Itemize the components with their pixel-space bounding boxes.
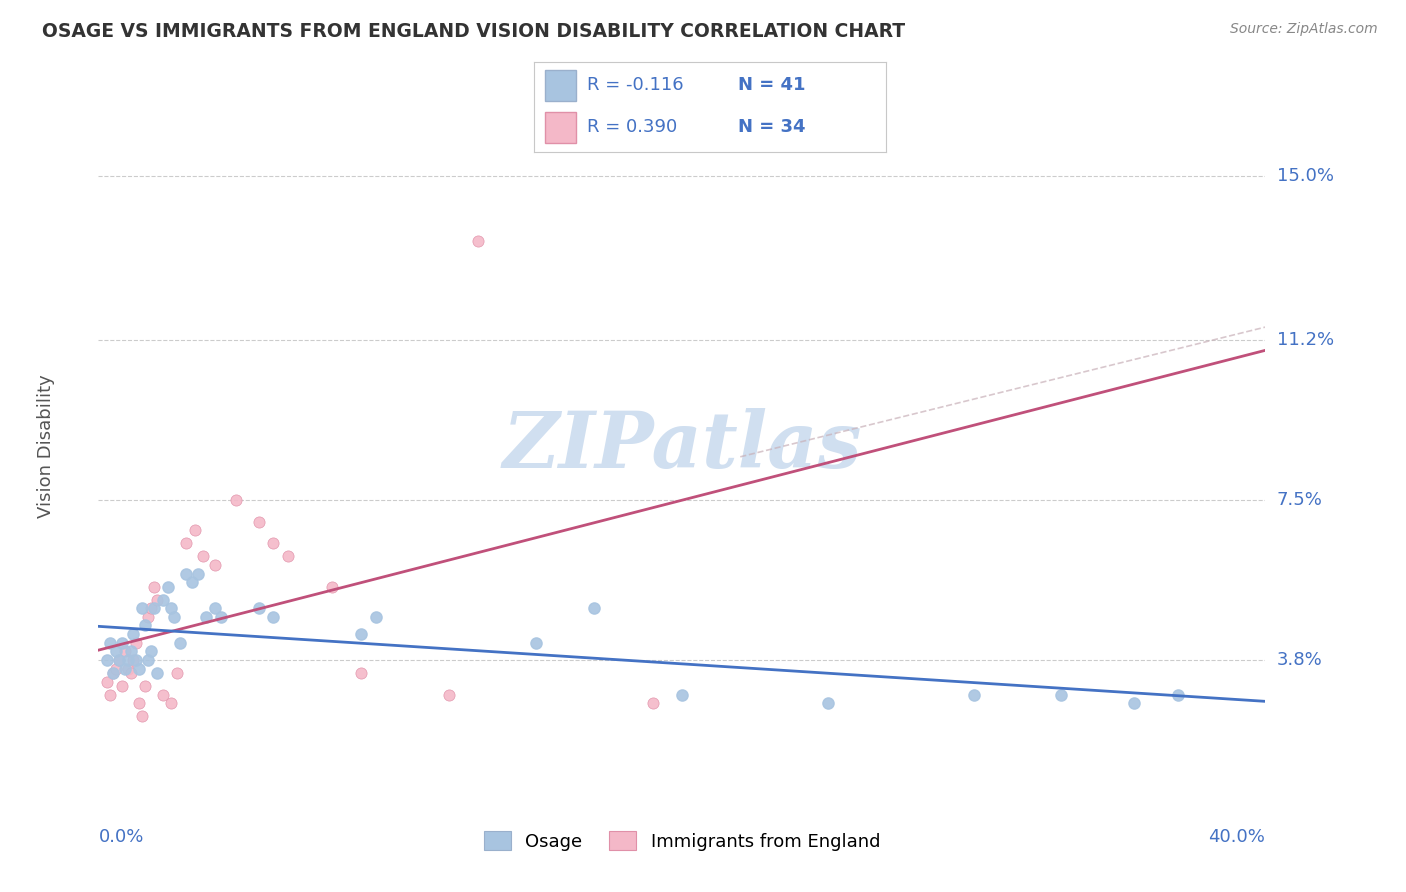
Point: [524, 636, 547, 650]
Point: [583, 601, 606, 615]
Point: [122, 627, 145, 641]
Point: [962, 688, 984, 702]
Point: [1167, 688, 1189, 702]
Point: [180, 575, 202, 590]
Point: [277, 549, 299, 564]
Point: [125, 653, 148, 667]
Point: [128, 662, 150, 676]
Text: 11.2%: 11.2%: [1277, 331, 1334, 349]
Point: [134, 618, 156, 632]
Point: [108, 653, 131, 667]
Point: [193, 549, 215, 564]
Point: [1050, 688, 1073, 702]
Point: [152, 688, 174, 702]
Point: [120, 644, 142, 658]
Point: [108, 653, 131, 667]
Text: ZIPatlas: ZIPatlas: [502, 408, 862, 484]
Point: [120, 666, 142, 681]
Point: [187, 566, 209, 581]
Point: [467, 234, 489, 248]
Point: [122, 653, 145, 667]
Text: Vision Disability: Vision Disability: [37, 374, 55, 518]
Point: [96, 674, 118, 689]
Point: [166, 666, 188, 681]
Bar: [544, 112, 576, 143]
Point: [111, 679, 134, 693]
Point: [1123, 696, 1146, 710]
Point: [128, 696, 150, 710]
Point: [111, 636, 134, 650]
Point: [142, 580, 165, 594]
Point: [262, 536, 284, 550]
Point: [174, 566, 197, 581]
Text: R = 0.390: R = 0.390: [588, 118, 678, 136]
Point: [146, 666, 169, 681]
Text: N = 34: N = 34: [738, 118, 806, 136]
Point: [136, 653, 159, 667]
Point: [247, 601, 270, 615]
Point: [174, 536, 197, 550]
Text: R = -0.116: R = -0.116: [588, 76, 683, 94]
Point: [98, 688, 121, 702]
Point: [160, 696, 183, 710]
Point: [101, 666, 124, 681]
Point: [204, 601, 226, 615]
Point: [125, 636, 148, 650]
Point: [225, 493, 247, 508]
Point: [131, 601, 153, 615]
Point: [96, 653, 118, 667]
Point: [131, 709, 153, 723]
Point: [117, 662, 139, 676]
Text: N = 41: N = 41: [738, 76, 806, 94]
Point: [160, 601, 183, 615]
Point: [134, 679, 156, 693]
Point: [136, 610, 159, 624]
Point: [104, 662, 127, 676]
Point: [146, 592, 169, 607]
Point: [321, 580, 343, 594]
Point: [437, 688, 460, 702]
Point: [641, 696, 664, 710]
Point: [671, 688, 693, 702]
Point: [364, 610, 387, 624]
Point: [117, 653, 139, 667]
Text: OSAGE VS IMMIGRANTS FROM ENGLAND VISION DISABILITY CORRELATION CHART: OSAGE VS IMMIGRANTS FROM ENGLAND VISION …: [42, 22, 905, 41]
Point: [204, 558, 226, 572]
Point: [262, 610, 284, 624]
Point: [142, 601, 165, 615]
Text: 15.0%: 15.0%: [1277, 167, 1333, 185]
Point: [350, 627, 373, 641]
Point: [139, 601, 162, 615]
Bar: [544, 70, 576, 101]
Point: [101, 666, 124, 681]
Point: [169, 636, 191, 650]
Point: [152, 592, 174, 607]
Point: [157, 580, 180, 594]
Point: [114, 662, 136, 676]
Point: [209, 610, 232, 624]
Point: [817, 696, 839, 710]
Point: [104, 644, 127, 658]
Point: [350, 666, 373, 681]
Point: [163, 610, 186, 624]
Point: [247, 515, 270, 529]
Text: 40.0%: 40.0%: [1209, 828, 1265, 846]
Text: 3.8%: 3.8%: [1277, 651, 1322, 669]
Point: [114, 644, 136, 658]
Text: Source: ZipAtlas.com: Source: ZipAtlas.com: [1230, 22, 1378, 37]
Text: 7.5%: 7.5%: [1277, 491, 1323, 509]
Point: [139, 644, 162, 658]
Text: 0.0%: 0.0%: [98, 828, 143, 846]
Point: [183, 524, 205, 538]
Legend: Osage, Immigrants from England: Osage, Immigrants from England: [477, 824, 887, 858]
Point: [98, 636, 121, 650]
Point: [195, 610, 218, 624]
